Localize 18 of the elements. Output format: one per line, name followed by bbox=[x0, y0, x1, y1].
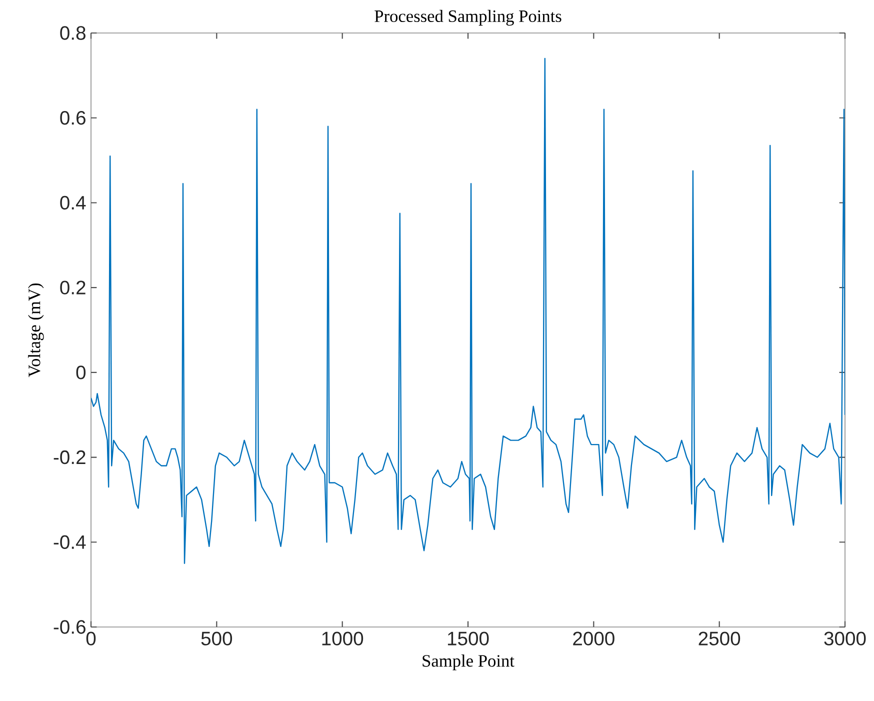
y-tick-label: 0 bbox=[76, 366, 86, 380]
y-tick-label: 0.2 bbox=[60, 280, 86, 294]
x-tick-label: 2500 bbox=[698, 632, 740, 646]
y-tick-label: 0.8 bbox=[60, 26, 86, 40]
y-tick-label: -0.2 bbox=[54, 450, 86, 464]
y-tick-label: -0.4 bbox=[54, 535, 86, 549]
x-tick-label: 2000 bbox=[573, 632, 614, 646]
x-tick-label: 0 bbox=[86, 632, 96, 646]
y-tick-label: -0.6 bbox=[54, 620, 86, 634]
y-tick-label: 0.4 bbox=[60, 196, 86, 210]
chart-title: Processed Sampling Points bbox=[374, 10, 562, 26]
x-tick-label: 3000 bbox=[824, 632, 866, 646]
x-axis-title: Sample Point bbox=[422, 654, 514, 670]
x-tick-label: 1000 bbox=[322, 632, 364, 646]
x-tick-label: 1500 bbox=[448, 632, 489, 646]
y-axis-title: Voltage (mV) bbox=[28, 284, 44, 378]
x-tick-label: 500 bbox=[201, 632, 232, 646]
y-tick-label: 0.6 bbox=[60, 111, 86, 125]
